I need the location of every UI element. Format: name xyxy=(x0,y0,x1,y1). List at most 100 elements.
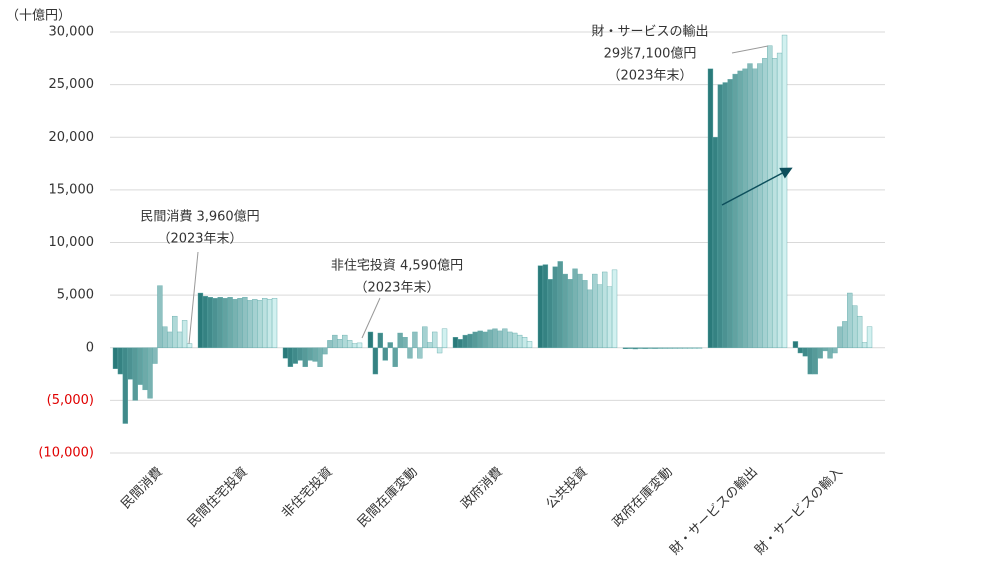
bar xyxy=(307,347,313,361)
bar xyxy=(227,297,233,348)
bar xyxy=(167,331,173,348)
bar xyxy=(747,63,753,348)
bar xyxy=(562,273,568,348)
y-tick-label: 0 xyxy=(86,340,94,355)
bar xyxy=(387,342,393,348)
bar xyxy=(512,332,518,348)
bar xyxy=(762,58,768,348)
bar xyxy=(717,84,724,348)
x-tick-label: 公共投資 xyxy=(543,464,591,512)
arrow xyxy=(721,167,793,206)
bar xyxy=(767,45,773,348)
bar xyxy=(542,264,549,348)
annotation: 民間消費 3,960億円 xyxy=(140,209,259,225)
bar xyxy=(212,298,218,348)
bar xyxy=(337,339,343,348)
bar xyxy=(497,330,503,348)
bar xyxy=(587,289,593,348)
bar xyxy=(457,339,464,348)
bar xyxy=(852,305,858,348)
bar xyxy=(807,347,813,375)
bar xyxy=(147,347,153,399)
bar xyxy=(132,347,138,401)
bar xyxy=(346,340,353,348)
leader-line xyxy=(731,45,769,54)
y-tick-label: (5,000) xyxy=(47,393,94,408)
bar xyxy=(601,271,608,348)
bar xyxy=(672,347,678,349)
bar xyxy=(802,347,809,357)
leader-line xyxy=(188,251,199,345)
bar xyxy=(516,334,523,348)
bar xyxy=(282,347,289,359)
bar xyxy=(122,347,129,424)
bar xyxy=(792,341,799,348)
bar xyxy=(737,70,743,348)
bar xyxy=(392,347,398,367)
bar xyxy=(176,331,183,348)
bar xyxy=(232,299,238,348)
bar xyxy=(202,295,209,348)
bar xyxy=(217,297,223,348)
bar xyxy=(137,347,143,385)
y-tick-label: 15,000 xyxy=(49,182,95,197)
x-tick-label: 財・サービスの輸入 xyxy=(752,465,845,558)
bar xyxy=(382,347,388,361)
bar xyxy=(452,337,459,348)
y-tick-label: 20,000 xyxy=(49,130,95,145)
bar xyxy=(247,300,253,348)
bar xyxy=(832,347,838,354)
bar xyxy=(181,320,188,348)
bar xyxy=(287,347,294,367)
bar xyxy=(642,347,648,350)
bar xyxy=(297,347,303,361)
bar xyxy=(397,332,403,348)
bar xyxy=(752,68,758,348)
bar xyxy=(547,279,554,348)
x-tick-label: 財・サービスの輸出 xyxy=(667,465,760,558)
bar xyxy=(492,328,498,348)
x-tick-label: 非住宅投資 xyxy=(279,464,336,521)
bar xyxy=(257,300,263,348)
bar xyxy=(271,298,278,348)
bar xyxy=(526,341,533,348)
bar xyxy=(592,273,598,348)
bar xyxy=(317,347,323,367)
bar xyxy=(837,326,843,348)
bar xyxy=(797,347,804,354)
bar xyxy=(302,347,308,367)
bar xyxy=(597,284,603,348)
bar xyxy=(402,337,408,348)
x-tick-label: 政府在庫変動 xyxy=(609,464,675,530)
bar xyxy=(367,331,374,348)
bar xyxy=(422,326,428,348)
bar xyxy=(622,347,629,350)
bar xyxy=(537,265,544,348)
bar xyxy=(152,347,158,364)
y-tick-label: (10,000) xyxy=(38,446,94,461)
bar xyxy=(861,342,868,348)
bar xyxy=(477,330,483,348)
bar xyxy=(441,328,448,348)
annotation: （2023年末） xyxy=(354,281,439,296)
bar xyxy=(611,269,618,348)
bar xyxy=(172,315,178,348)
bar xyxy=(407,347,413,359)
bar xyxy=(222,298,228,348)
annotation: （2023年末） xyxy=(607,69,692,84)
bar xyxy=(186,343,193,348)
bar xyxy=(606,286,613,348)
bar xyxy=(567,279,573,348)
bar xyxy=(356,342,363,348)
annotation: 29兆7,100億円 xyxy=(604,46,697,62)
bar xyxy=(632,347,639,350)
bar xyxy=(732,73,738,348)
bar xyxy=(507,331,513,348)
bar xyxy=(436,347,443,354)
bar xyxy=(266,299,273,348)
bar xyxy=(157,285,163,348)
bar xyxy=(521,337,528,348)
annotation: 非住宅投資 4,590億円 xyxy=(331,258,463,274)
bar xyxy=(662,347,668,349)
bar xyxy=(677,347,683,349)
